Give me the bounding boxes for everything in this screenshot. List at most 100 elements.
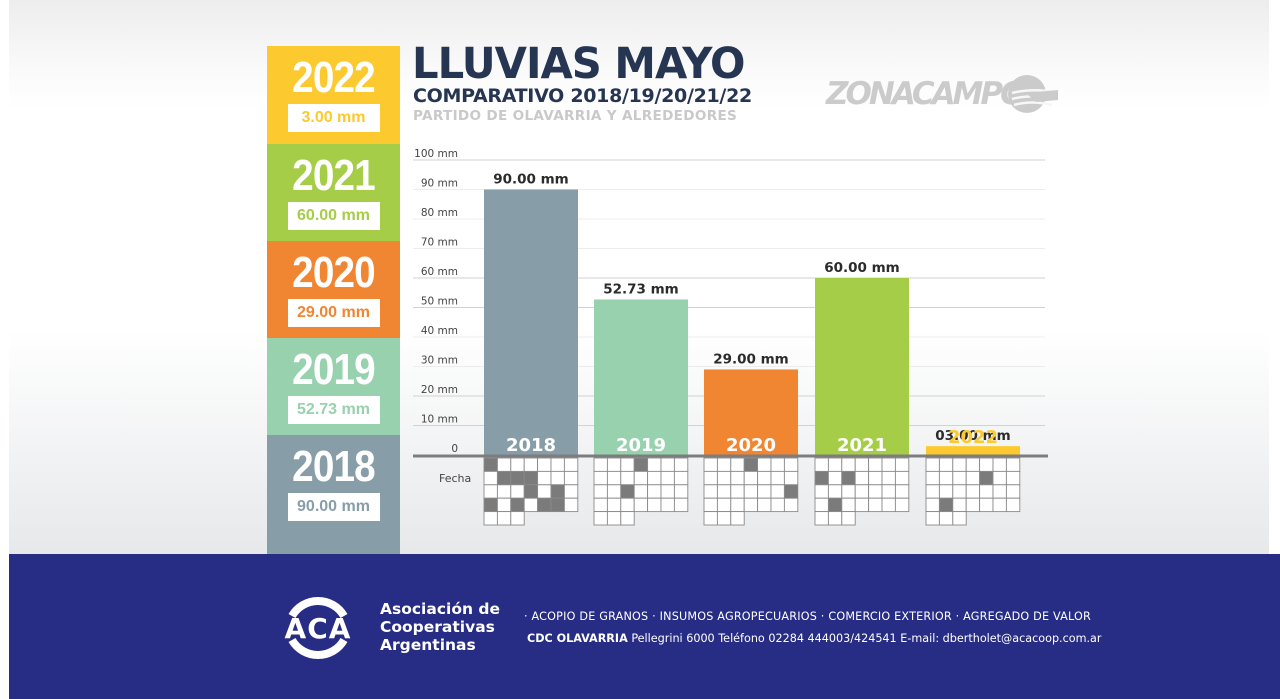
y-tick-label: 30 mm: [421, 355, 458, 367]
calendar-day-2018: [550, 470, 565, 486]
y-tick-label: 90 mm: [421, 178, 458, 190]
calendar-day-2021: [814, 470, 829, 486]
year-summary-column: 2022 3.00 mm 2021 60.00 mm 2020 29.00 mm…: [267, 46, 400, 554]
organization-name-line: Asociación de: [380, 600, 501, 618]
calendar-day-2021: [868, 484, 883, 499]
year-block-2021: 2021 60.00 mm: [267, 144, 400, 241]
calendar-day-2018: [550, 497, 565, 513]
calendar-day-2020: [757, 484, 772, 499]
calendar-day-2018: [523, 484, 539, 499]
calendar-day-2020: [716, 511, 732, 526]
calendar-day-2019: [647, 470, 662, 486]
calendar-day-2018: [563, 457, 579, 472]
calendar-day-2020: [703, 497, 718, 513]
calendar-day-2021: [841, 484, 856, 499]
calendar-day-2019: [673, 457, 689, 472]
calendar-day-2021: [881, 457, 896, 472]
calendar-day-2022: [1005, 457, 1021, 472]
organization-name-line: Argentinas: [380, 636, 476, 654]
year-label: 2018: [292, 442, 376, 491]
year-block-2018: 2018 90.00 mm: [267, 435, 400, 554]
calendar-day-2019: [620, 457, 635, 472]
calendar-day-2021: [894, 484, 910, 499]
calendar-day-2019: [606, 457, 622, 472]
calendar-day-2020: [770, 470, 785, 486]
calendar-day-2022: [925, 484, 940, 499]
contact-email-label: E-mail:: [900, 632, 940, 645]
footer-band: [9, 554, 1280, 699]
calendar-day-2019: [647, 457, 662, 472]
calendar-day-2018: [550, 484, 565, 499]
calendar-day-2022: [1005, 497, 1021, 513]
calendar-day-2018: [496, 497, 512, 513]
calendar-day-2018: [563, 470, 579, 486]
year-value: 60.00 mm: [287, 202, 380, 230]
calendar-day-2020: [730, 470, 745, 486]
year-label: 2019: [292, 345, 376, 394]
calendar-day-2019: [593, 457, 608, 472]
bar-2020: [704, 369, 798, 455]
calendar-day-2021: [827, 497, 843, 513]
calendar-day-2018: [510, 484, 525, 499]
y-tick-label: 100 mm: [414, 148, 458, 160]
calendar-day-2019: [660, 484, 675, 499]
calendar-day-2021: [868, 497, 883, 513]
calendar-day-2020: [783, 497, 799, 513]
calendar-day-2019: [633, 484, 649, 499]
calendar-day-2019: [620, 484, 635, 499]
calendar-day-2019: [606, 484, 622, 499]
calendar-day-2021: [894, 470, 910, 486]
calendar-day-2020: [716, 497, 732, 513]
calendar-day-2020: [743, 457, 759, 472]
calendar-day-2018: [483, 457, 498, 472]
calendar-day-2021: [881, 484, 896, 499]
calendar-day-2020: [743, 497, 759, 513]
calendar-day-2019: [593, 484, 608, 499]
calendar-day-2018: [483, 484, 498, 499]
calendar-day-2018: [537, 470, 552, 486]
services-list: · ACOPIO DE GRANOS · INSUMOS AGROPECUARI…: [524, 610, 1092, 623]
bar-2018: [484, 189, 578, 455]
calendar-day-2018: [510, 470, 525, 486]
calendar-day-2018: [496, 470, 512, 486]
calendar-day-2018: [510, 497, 525, 513]
calendar-day-2019: [620, 511, 635, 526]
calendar-day-2021: [868, 457, 883, 472]
calendar-day-2021: [814, 511, 829, 526]
calendar-day-2018: [563, 497, 579, 513]
contact-email[interactable]: dbertholet@acacoop.com.ar: [942, 632, 1102, 645]
data-label: 60.00 mm: [824, 260, 900, 276]
calendar-day-2022: [952, 470, 967, 486]
calendar-day-2020: [703, 470, 718, 486]
calendar-day-2019: [606, 511, 622, 526]
calendar-day-2022: [992, 457, 1007, 472]
calendar-day-2019: [633, 470, 649, 486]
calendar-day-2018: [563, 484, 579, 499]
calendar-day-2021: [854, 457, 870, 472]
calendar-day-2020: [716, 470, 732, 486]
calendar-day-2022: [925, 497, 940, 513]
calendar-day-2022: [992, 470, 1007, 486]
calendar-day-2020: [716, 484, 732, 499]
year-value: 29.00 mm: [287, 299, 380, 327]
calendar-day-2020: [770, 497, 785, 513]
calendar-day-2020: [703, 457, 718, 472]
calendar-day-2022: [952, 484, 967, 499]
contact-phone-label: Teléfono: [718, 632, 765, 645]
calendar-day-2022: [938, 511, 954, 526]
category-label: 2022: [948, 427, 998, 448]
calendar-day-2022: [979, 457, 994, 472]
y-tick-label: 70 mm: [421, 237, 458, 249]
year-block-2022: 2022 3.00 mm: [267, 46, 400, 144]
calendar-day-2020: [770, 484, 785, 499]
data-label: 03.00 mm: [935, 428, 1011, 444]
y-tick-label: 60 mm: [421, 266, 458, 278]
rainfall-bar-chart: 0 10 mm 20 mm 30 mm 40 mm 50 mm 60 mm 70 mm 80 m…: [413, 148, 1048, 526]
calendar-day-2022: [979, 484, 994, 499]
calendar-day-2020: [730, 497, 745, 513]
year-block-2019: 2019 52.73 mm: [267, 338, 400, 435]
y-tick-label: 10 mm: [421, 414, 458, 426]
calendar-day-2019: [647, 497, 662, 513]
zonacampo-sun-icon: [1008, 75, 1058, 113]
contact-phone: 02284 444003/424541: [768, 632, 897, 645]
